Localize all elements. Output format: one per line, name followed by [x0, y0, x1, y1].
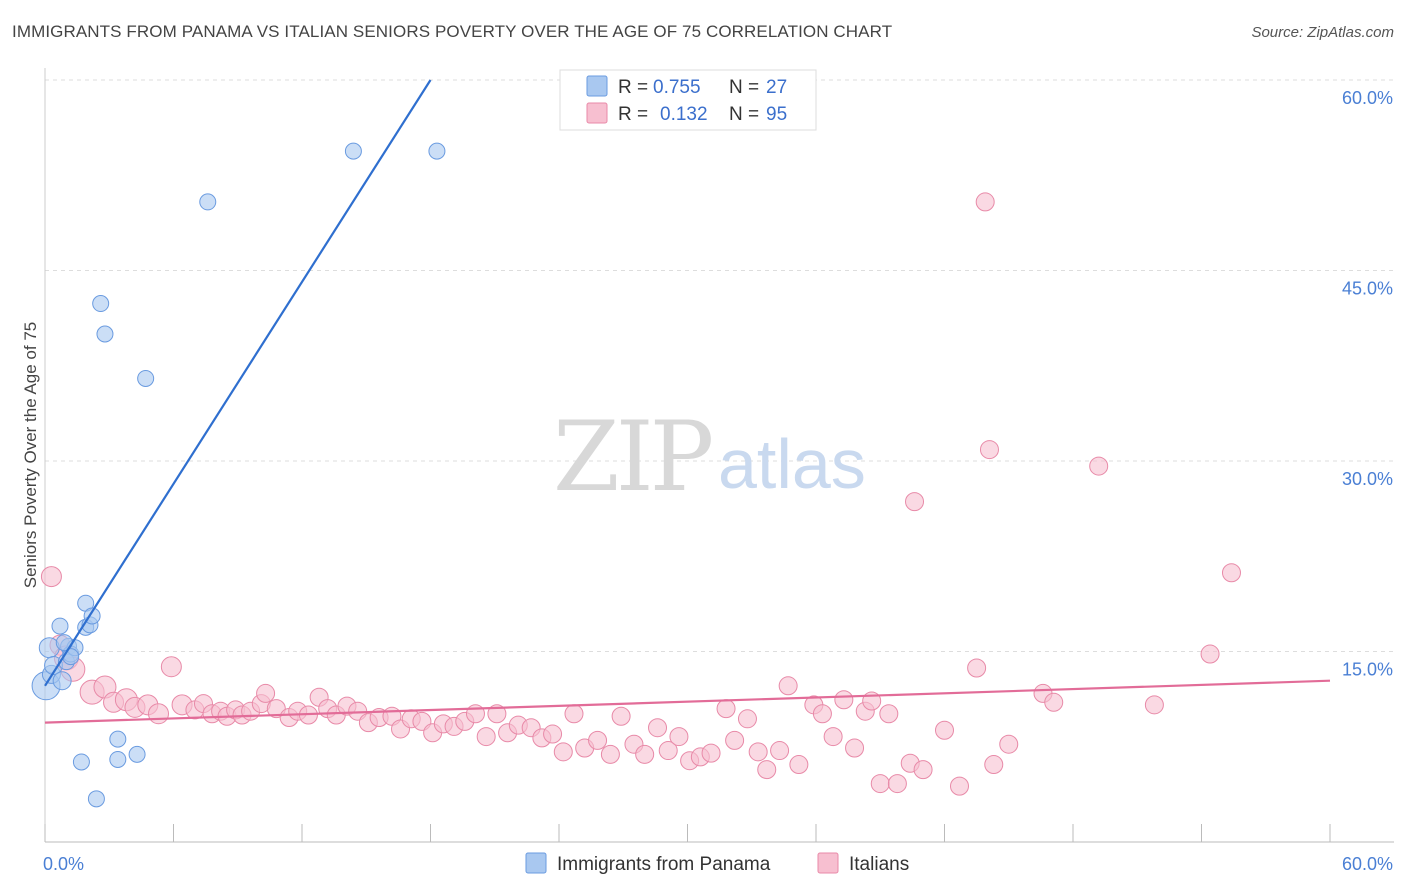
- trend-line-italians: [44, 679, 1331, 724]
- italians-point: [984, 755, 1004, 775]
- italians-point: [1144, 695, 1164, 715]
- italians-point: [778, 676, 798, 696]
- legend-n-label-panama: N =: [729, 77, 759, 98]
- italians-point: [564, 704, 584, 724]
- italians-point: [658, 741, 678, 761]
- italians-point: [879, 704, 899, 724]
- bottom-legend-label-italians: Italians: [849, 854, 909, 875]
- panama-point: [199, 193, 217, 211]
- italians-point: [975, 192, 995, 212]
- grid-lines: [45, 79, 1394, 652]
- legend-box: R = 0.755 N = 27 R = 0.132 N = 95: [559, 69, 817, 131]
- trend-lines: [44, 79, 1331, 724]
- watermark-atlas: atlas: [718, 425, 866, 503]
- panama-point: [109, 750, 127, 768]
- italians-point: [845, 738, 865, 758]
- y-tick-labels: 15.0% 30.0% 45.0% 60.0%: [1342, 88, 1393, 680]
- italians-point: [701, 743, 721, 763]
- italians-point: [160, 656, 182, 678]
- watermark: ZIP atlas: [553, 401, 866, 513]
- legend-r-value-panama: 0.755: [653, 77, 701, 98]
- italians-point: [148, 703, 170, 725]
- italians-point: [487, 704, 507, 724]
- legend-r-label-panama: R =: [618, 77, 648, 98]
- italians-point: [611, 706, 631, 726]
- x-tick-label: 60.0%: [1342, 854, 1393, 874]
- italians-point: [870, 774, 890, 794]
- legend-n-label-italians: N =: [729, 104, 759, 125]
- bottom-legend-swatch-italians: [817, 852, 839, 874]
- source-label: Source: ZipAtlas.com: [1251, 24, 1394, 41]
- italians-point: [748, 742, 768, 762]
- x-tick-label: 0.0%: [43, 854, 84, 874]
- y-tick-label: 60.0%: [1342, 88, 1393, 108]
- italians-point: [1221, 563, 1241, 583]
- axes: [44, 68, 1394, 843]
- italians-point: [770, 741, 790, 761]
- panama-point: [92, 295, 110, 313]
- italians-point: [635, 744, 655, 764]
- italians-point: [588, 730, 608, 750]
- y-tick-label: 30.0%: [1342, 469, 1393, 489]
- panama-point: [51, 617, 69, 635]
- panama-point: [87, 790, 105, 808]
- italians-point: [553, 742, 573, 762]
- legend-swatch-italians: [586, 102, 608, 124]
- italians-point: [935, 720, 954, 740]
- italians-point: [543, 724, 563, 744]
- italians-point: [725, 730, 745, 750]
- italians-point: [669, 727, 689, 747]
- italians-point: [40, 566, 62, 588]
- chart-title: IMMIGRANTS FROM PANAMA VS ITALIAN SENIOR…: [12, 22, 893, 41]
- legend-n-value-italians: 95: [766, 104, 787, 125]
- legend-swatch-panama: [586, 75, 608, 97]
- italians-point: [256, 683, 276, 703]
- italians-point: [757, 760, 777, 780]
- panama-point: [109, 730, 127, 748]
- italians-point: [1089, 456, 1109, 476]
- legend-r-value-italians: 0.132: [660, 104, 708, 125]
- italians-point: [1044, 692, 1064, 712]
- y-tick-label: 15.0%: [1342, 660, 1393, 680]
- italians-point: [967, 658, 987, 678]
- italians-point: [600, 744, 620, 764]
- italians-point: [737, 709, 757, 729]
- watermark-zip: ZIP: [553, 401, 712, 513]
- italians-point: [476, 727, 496, 747]
- trend-line-panama: [44, 79, 432, 687]
- italians-point: [979, 440, 999, 460]
- y-tick-label: 45.0%: [1342, 279, 1393, 299]
- italians-point: [905, 492, 925, 512]
- italians-point: [823, 727, 843, 747]
- bottom-legend-label-panama: Immigrants from Panama: [557, 854, 771, 875]
- panama-point: [96, 325, 114, 343]
- panama-point: [52, 671, 72, 691]
- italians-point: [789, 755, 809, 775]
- x-tick-labels: 0.0% 60.0%: [43, 854, 1393, 874]
- panama-point: [137, 369, 155, 387]
- bottom-legend-swatch-panama: [525, 852, 547, 874]
- italians-point: [812, 704, 832, 724]
- italians-point: [834, 690, 854, 710]
- italians-point: [716, 699, 736, 719]
- italians-point: [999, 734, 1019, 754]
- panama-point: [128, 745, 146, 763]
- italians-point: [949, 776, 969, 796]
- italians-point: [887, 774, 907, 794]
- legend-r-label-italians: R =: [618, 104, 648, 125]
- italians-point: [1200, 644, 1220, 664]
- y-axis-label: Seniors Poverty Over the Age of 75: [21, 322, 40, 588]
- panama-point: [72, 753, 90, 771]
- italians-point: [648, 718, 668, 738]
- italians-point: [913, 760, 933, 780]
- bottom-legend: Immigrants from Panama Italians: [525, 852, 909, 875]
- legend-n-value-panama: 27: [766, 77, 787, 98]
- panama-point: [428, 142, 446, 160]
- panama-point: [344, 142, 362, 160]
